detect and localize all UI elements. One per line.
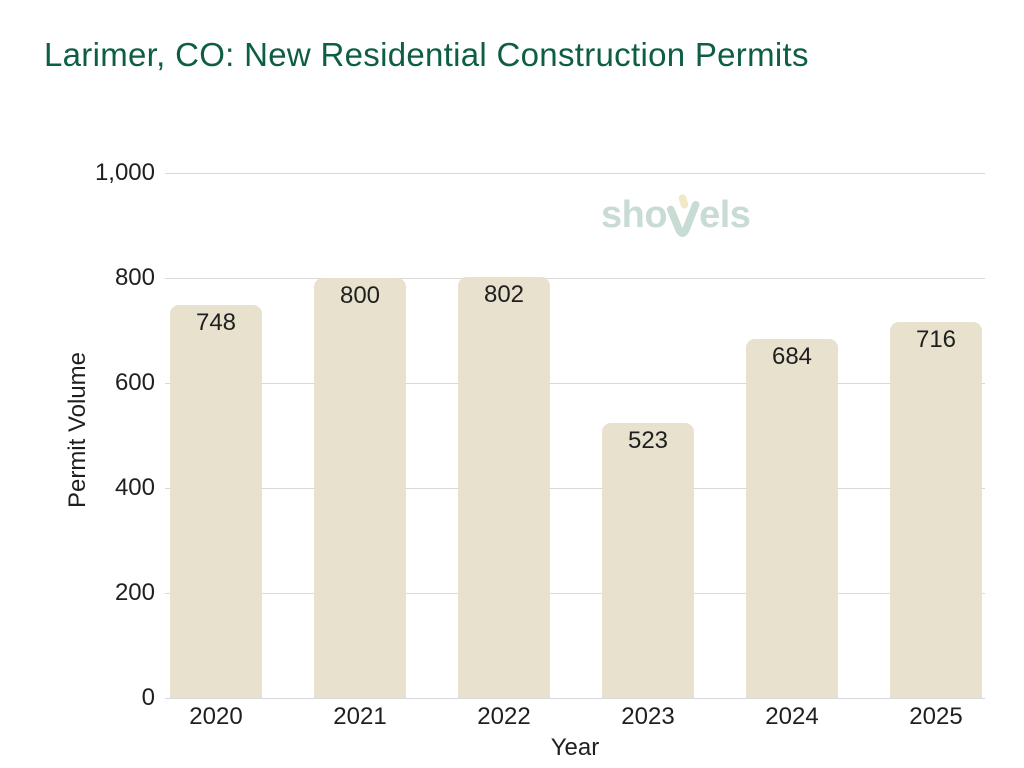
gridline-y-0 — [165, 698, 985, 699]
x-tick-label-2021: 2021 — [333, 703, 387, 730]
y-tick-label: 200 — [114, 579, 155, 606]
bar-value-label: 800 — [339, 282, 381, 309]
y-tick-label: 600 — [114, 369, 155, 396]
bar-value-label: 523 — [627, 427, 669, 454]
shovels-logo-text-left: sho — [601, 194, 668, 236]
bar-2023: 523 — [602, 423, 694, 698]
gridline-y-1000 — [165, 173, 985, 174]
x-tick-label-2025: 2025 — [909, 703, 963, 730]
bar-2024: 684 — [746, 339, 838, 698]
bar-2022: 802 — [458, 277, 550, 698]
x-tick-label-2024: 2024 — [765, 703, 819, 730]
x-axis-label: Year — [550, 734, 600, 761]
y-tick-label: 800 — [114, 264, 155, 291]
y-tick-label: 400 — [114, 474, 155, 501]
shovel-icon — [667, 194, 700, 237]
y-tick-label: 0 — [141, 684, 155, 711]
bar-2021: 800 — [314, 278, 406, 698]
bar-value-label: 716 — [915, 326, 957, 353]
x-tick-label-2023: 2023 — [621, 703, 675, 730]
bar-2020: 748 — [170, 305, 262, 698]
bar-value-label: 748 — [195, 309, 237, 336]
bar-value-label: 684 — [771, 343, 813, 370]
bar-2025: 716 — [890, 322, 982, 698]
shovels-logo-text-right: els — [699, 194, 751, 236]
x-tick-label-2020: 2020 — [189, 703, 243, 730]
plot-area: 748 800 802 523 684 716 — [165, 173, 985, 699]
gridline-y-200 — [165, 593, 985, 594]
gridline-y-600 — [165, 383, 985, 384]
gridline-y-800 — [165, 278, 985, 279]
bar-value-label: 802 — [483, 281, 525, 308]
chart-title: Larimer, CO: New Residential Constructio… — [44, 36, 809, 73]
shovels-logo: sho els — [601, 193, 751, 241]
gridline-y-400 — [165, 488, 985, 489]
y-tick-label: 1,000 — [94, 159, 155, 186]
x-tick-label-2022: 2022 — [477, 703, 531, 730]
